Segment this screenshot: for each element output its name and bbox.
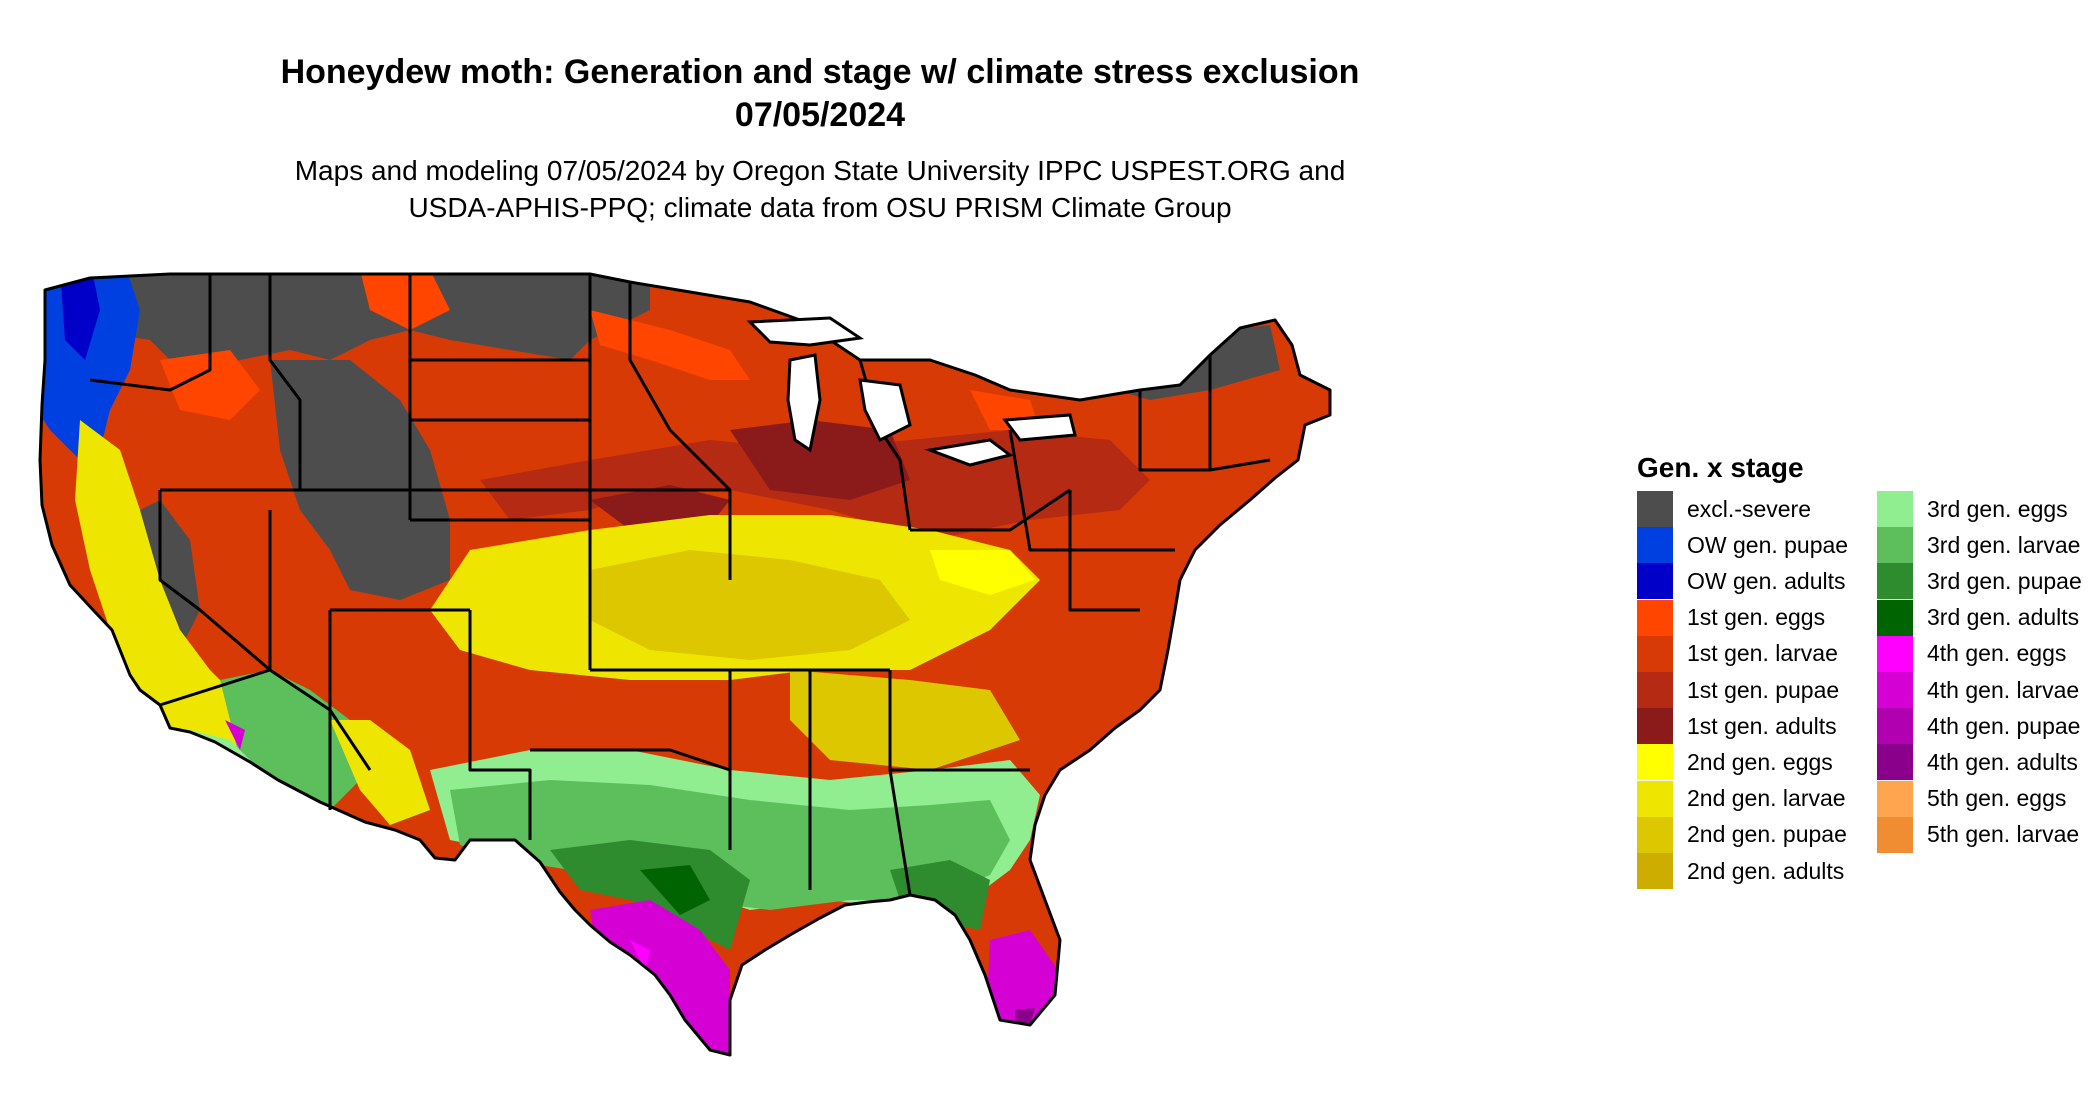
legend-label: 1st gen. larvae: [1687, 640, 1838, 667]
legend-item: 1st gen. larvae: [1637, 635, 1838, 672]
legend-title: Gen. x stage: [1637, 452, 1804, 483]
map-date: 07/05/2024: [734, 96, 906, 134]
map-credit-line-2: USDA-APHIS-PPQ; climate data from OSU PR…: [408, 192, 1232, 223]
legend-item: 2nd gen. pupae: [1637, 816, 1847, 853]
legend-swatch: [1637, 491, 1673, 527]
legend-label: 4th gen. adults: [1927, 748, 2078, 775]
legend-label: 2nd gen. pupae: [1687, 821, 1847, 848]
legend-item: 3rd gen. eggs: [1877, 491, 2068, 527]
legend-label: 1st gen. pupae: [1687, 676, 1840, 703]
legend-item: 2nd gen. eggs: [1637, 744, 1833, 781]
legend-swatch: [1877, 635, 1913, 672]
legend-label: 1st gen. adults: [1687, 712, 1837, 739]
legend-item: excl.-severe: [1637, 491, 1811, 527]
map-credit-line-1: Maps and modeling 07/05/2024 by Oregon S…: [294, 155, 1346, 186]
legend-swatch: [1637, 672, 1673, 708]
legend-swatch: [1877, 744, 1913, 781]
legend-item: 4th gen. pupae: [1877, 708, 2081, 745]
legend-swatch: [1877, 491, 1913, 527]
legend-label: 3rd gen. larvae: [1927, 531, 2081, 558]
legend-swatch: [1637, 527, 1673, 564]
legend-label: 1st gen. eggs: [1687, 604, 1826, 631]
legend-item: 3rd gen. adults: [1877, 599, 2080, 636]
legend-swatch: [1877, 708, 1913, 745]
legend-label: 2nd gen. adults: [1687, 857, 1845, 884]
legend-swatch: [1877, 563, 1913, 600]
legend-item: 3rd gen. pupae: [1877, 563, 2082, 600]
legend-item: 2nd gen. adults: [1637, 853, 1844, 889]
legend-swatch: [1637, 563, 1673, 600]
legend-item: 4th gen. adults: [1877, 744, 2078, 781]
us-phenology-map: [38, 272, 1332, 1057]
legend-label: 5th gen. larvae: [1927, 821, 2080, 848]
legend-label: 5th gen. eggs: [1927, 785, 2067, 812]
legend-swatch: [1637, 780, 1673, 817]
legend-swatch: [1877, 780, 1913, 817]
legend-item: 1st gen. adults: [1637, 708, 1837, 745]
map-title: Honeydew moth: Generation and stage w/ c…: [280, 53, 1360, 91]
legend-swatch: [1877, 527, 1913, 564]
legend-swatch: [1877, 816, 1913, 853]
legend-swatch: [1877, 672, 1913, 708]
legend-item: 1st gen. eggs: [1637, 599, 1826, 636]
legend-item: 2nd gen. larvae: [1637, 780, 1846, 817]
legend-label: 3rd gen. pupae: [1927, 567, 2082, 594]
legend-item: OW gen. adults: [1637, 563, 1846, 600]
legend-swatch: [1877, 599, 1913, 636]
legend-item: OW gen. pupae: [1637, 527, 1849, 564]
legend-item: 5th gen. eggs: [1877, 780, 2067, 817]
legend-item: 4th gen. larvae: [1877, 672, 2079, 708]
legend-label: 4th gen. eggs: [1927, 640, 2067, 667]
legend-label: 2nd gen. eggs: [1687, 748, 1833, 775]
legend-swatch: [1637, 635, 1673, 672]
legend-label: 4th gen. larvae: [1927, 676, 2080, 703]
legend-swatch: [1637, 853, 1673, 889]
legend-label: 2nd gen. larvae: [1687, 785, 1846, 812]
legend-label: OW gen. adults: [1687, 567, 1846, 594]
legend-item: 1st gen. pupae: [1637, 672, 1839, 708]
legend-item: 5th gen. larvae: [1877, 816, 2080, 853]
legend-swatch: [1637, 744, 1673, 781]
legend-swatch: [1637, 708, 1673, 745]
legend-label: 4th gen. pupae: [1927, 712, 2081, 739]
legend-item: 3rd gen. larvae: [1877, 527, 2081, 564]
legend-label: OW gen. pupae: [1687, 531, 1849, 558]
legend-item: 4th gen. eggs: [1877, 635, 2067, 672]
legend-label: excl.-severe: [1687, 495, 1811, 522]
legend-label: 3rd gen. adults: [1927, 604, 2080, 631]
legend-swatch: [1637, 599, 1673, 636]
legend-swatch: [1637, 816, 1673, 853]
legend-label: 3rd gen. eggs: [1927, 495, 2068, 522]
